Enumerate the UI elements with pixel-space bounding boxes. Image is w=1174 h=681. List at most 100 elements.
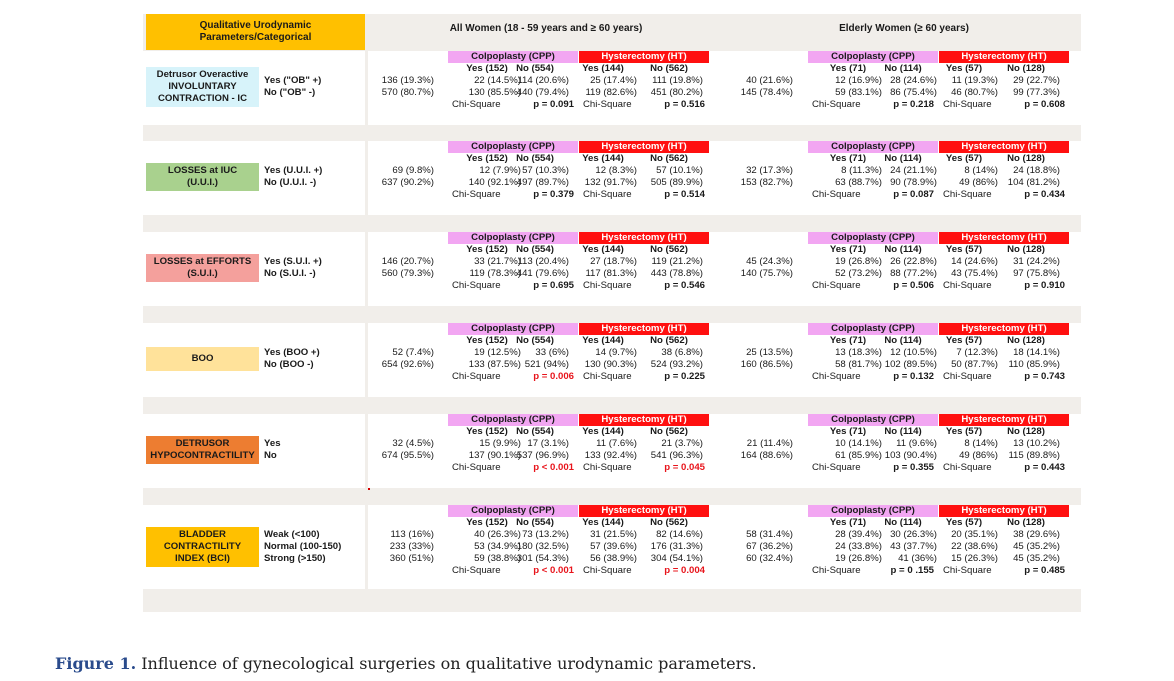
- cpp-group-header: Colpoplasty (CPP): [448, 141, 578, 153]
- value-cell: 11 (9.6%): [896, 438, 937, 449]
- value-cell: 304 (54.1%): [650, 553, 703, 564]
- value-cell: 27 (18.7%): [590, 256, 637, 267]
- figure-caption: Figure 1. Influence of gynecological sur…: [55, 654, 757, 673]
- parameter-label-text: Detrusor Overactive INVOLUNTARY CONTRACTIO…: [157, 69, 249, 105]
- parameter-panel: LOSSES at EFFORTS (S.U.I.) Yes (S.U.I. +) 1…: [143, 232, 1081, 306]
- p-value: p = 0.006: [533, 371, 574, 382]
- value-cell: 73 (13.2%): [522, 529, 569, 540]
- p-value: p < 0.001: [533, 462, 574, 473]
- value-cell: 56 (38.9%): [590, 553, 637, 564]
- value-cell: 61 (85.9%): [835, 450, 882, 461]
- all-total-cell: 113 (16%): [390, 529, 434, 540]
- parameter-panel: DETRUSOR HYPOCONTRACTILITY Yes 32 (4.5%) 21 …: [143, 414, 1081, 488]
- p-value: p = 0.516: [664, 99, 705, 110]
- value-cell: 29 (22.7%): [1013, 75, 1060, 86]
- parameter-label-text: LOSSES at EFFORTS (S.U.I.): [154, 256, 252, 280]
- all-total-cell: 637 (90.2%): [381, 177, 434, 188]
- elderly-total-cell: 21 (11.4%): [746, 438, 793, 449]
- elderly-total-cell: 45 (24.3%): [746, 256, 793, 267]
- group-count-header: No (554): [516, 426, 554, 437]
- value-cell: 541 (96.3%): [650, 450, 703, 461]
- value-cell: 12 (16.9%): [835, 75, 882, 86]
- chi-square-label: Chi-Square: [452, 189, 501, 200]
- p-value: p = 0.355: [893, 462, 934, 473]
- value-cell: 102 (89.5%): [884, 359, 937, 370]
- category-label: Weak (<100): [264, 529, 320, 540]
- value-cell: 13 (18.3%): [835, 347, 882, 358]
- p-value: p = 0.091: [533, 99, 574, 110]
- p-value: p = 0.045: [664, 462, 705, 473]
- value-cell: 26 (22.8%): [890, 256, 937, 267]
- chi-square-label: Chi-Square: [943, 189, 992, 200]
- ht-group-header: Hysterectomy (HT): [579, 141, 709, 153]
- p-value: p = 0.087: [893, 189, 934, 200]
- p-value: p = 0.218: [893, 99, 934, 110]
- all-total-cell: 674 (95.5%): [381, 450, 434, 461]
- value-cell: 19 (26.8%): [835, 553, 882, 564]
- value-cell: 10 (14.1%): [835, 438, 882, 449]
- value-cell: 90 (78.9%): [890, 177, 937, 188]
- value-cell: 497 (89.7%): [516, 177, 569, 188]
- p-value: p < 0.001: [533, 565, 574, 576]
- p-value: p = 0.506: [893, 280, 934, 291]
- value-cell: 11 (19.3%): [951, 75, 998, 86]
- category-label: No (S.U.I. -): [264, 268, 316, 279]
- parameter-label-line: Detrusor Overactive: [156, 69, 249, 80]
- value-cell: 50 (87.7%): [951, 359, 998, 370]
- parameter-label: LOSSES at EFFORTS (S.U.I.): [146, 254, 259, 282]
- group-count-header: No (128): [1007, 244, 1045, 255]
- value-cell: 505 (89.9%): [650, 177, 703, 188]
- chi-square-label: Chi-Square: [583, 280, 632, 291]
- group-count-header: Yes (71): [829, 426, 867, 437]
- parameter-label-line: LOSSES at EFFORTS: [153, 256, 252, 267]
- parameter-label-line: BLADDER: [179, 529, 226, 540]
- elderly-total-cell: 40 (21.6%): [746, 75, 793, 86]
- all-total-cell: 32 (4.5%): [392, 438, 434, 449]
- value-cell: 24 (33.8%): [835, 541, 882, 552]
- p-value: p = 0.443: [1024, 462, 1065, 473]
- group-count-header: Yes (71): [829, 244, 867, 255]
- parameter-label-line: INDEX (BCI): [175, 553, 230, 564]
- all-total-cell: 52 (7.4%): [392, 347, 434, 358]
- value-cell: 140 (92.1%): [468, 177, 521, 188]
- value-cell: 59 (83.1%): [835, 87, 882, 98]
- value-cell: 524 (93.2%): [650, 359, 703, 370]
- value-cell: 21 (3.7%): [661, 438, 703, 449]
- group-count-header: Yes (57): [945, 426, 983, 437]
- value-cell: 43 (75.4%): [951, 268, 998, 279]
- group-count-header: Yes (57): [945, 244, 983, 255]
- ht-group-header: Hysterectomy (HT): [579, 505, 709, 517]
- all-total-cell: 233 (33%): [389, 541, 434, 552]
- value-cell: 12 (8.3%): [595, 165, 637, 176]
- all-total-cell: 69 (9.8%): [392, 165, 434, 176]
- ht-group-header: Hysterectomy (HT): [579, 414, 709, 426]
- table-title-cell: Qualitative Urodynamic Parameters/Catego…: [146, 14, 365, 50]
- value-cell: 46 (80.7%): [951, 87, 998, 98]
- category-label: No (U.U.I. -): [264, 177, 317, 188]
- parameter-panel: BOO Yes (BOO +) 52 (7.4%) 25 (13.5%) No (BOO…: [143, 323, 1081, 397]
- parameter-label: LOSSES at IUC (U.U.I.): [146, 163, 259, 191]
- chi-square-label: Chi-Square: [583, 99, 632, 110]
- ht-group-header: Hysterectomy (HT): [579, 323, 709, 335]
- value-cell: 537 (96.9%): [516, 450, 569, 461]
- label-column-divider: [365, 51, 368, 125]
- elderly-women-header: Elderly Women (≥ 60 years): [839, 23, 969, 34]
- value-cell: 441 (79.6%): [516, 268, 569, 279]
- p-value: p = 0.910: [1024, 280, 1065, 291]
- parameter-label-line: HYPOCONTRACTILITY: [150, 450, 255, 461]
- value-cell: 113 (20.4%): [517, 256, 569, 267]
- category-label: Strong (>150): [264, 553, 326, 564]
- category-label: Normal (100-150): [264, 541, 342, 552]
- value-cell: 119 (21.2%): [651, 256, 703, 267]
- parameter-label-text: LOSSES at IUC (U.U.I.): [168, 165, 237, 189]
- group-count-header: Yes (152): [466, 153, 508, 164]
- group-count-header: Yes (57): [945, 153, 983, 164]
- value-cell: 31 (24.2%): [1013, 256, 1060, 267]
- label-column-divider: [365, 414, 368, 488]
- value-cell: 137 (90.1%): [468, 450, 521, 461]
- value-cell: 14 (24.6%): [951, 256, 998, 267]
- chi-square-label: Chi-Square: [452, 371, 501, 382]
- table-title: Qualitative Urodynamic Parameters/Catego…: [199, 20, 312, 43]
- parameter-panel: BLADDER CONTRACTILITY INDEX (BCI) Weak (<10…: [143, 505, 1081, 589]
- parameter-label-line: (S.U.I.): [187, 268, 218, 279]
